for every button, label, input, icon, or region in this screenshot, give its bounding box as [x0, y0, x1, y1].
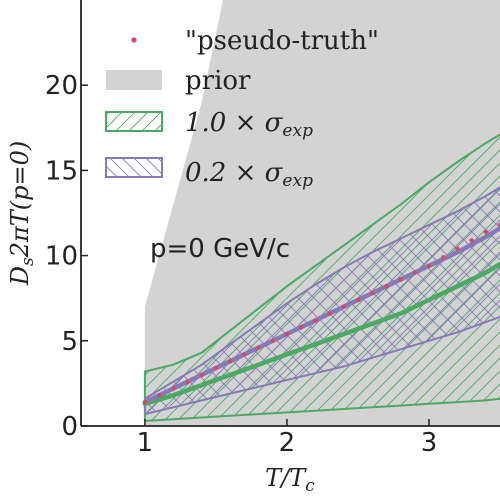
pseudo-truth-point: [441, 255, 446, 260]
pseudo-truth-point: [469, 238, 474, 243]
pseudo-truth-point: [341, 304, 346, 309]
pseudo-truth-point: [483, 229, 488, 234]
x-axis-label: T/Tc: [265, 464, 315, 496]
pseudo-truth-point: [398, 277, 403, 282]
pseudo-truth-point: [327, 311, 332, 316]
pseudo-truth-point: [355, 297, 361, 303]
legend-band-0.2-swatch: [105, 157, 163, 178]
pseudo-truth-point: [370, 290, 375, 296]
pseudo-truth-point: [242, 352, 247, 357]
plot-area: [142, 0, 500, 426]
y-tick-label: 0: [61, 412, 78, 442]
pseudo-truth-point: [299, 325, 304, 330]
legend-prior-swatch: [106, 70, 162, 90]
pseudo-truth-point: [313, 318, 318, 323]
pseudo-truth-points: [142, 222, 500, 405]
pseudo-truth-point: [426, 263, 432, 268]
band-1.0-sigma-upper-line: [143, 133, 500, 421]
band-1.0-sigma-median-line: [142, 261, 500, 407]
y-tick-label: 10: [45, 242, 78, 272]
pseudo-truth-point: [270, 338, 275, 343]
pseudo-truth-point: [199, 372, 204, 378]
x-tick-label: 2: [279, 428, 296, 458]
pseudo-truth-point: [213, 365, 219, 371]
pseudo-truth-point: [142, 399, 148, 405]
pseudo-truth-point: [455, 246, 460, 251]
y-tick-label: 20: [45, 71, 78, 101]
legend-prior-label: prior: [185, 66, 251, 96]
annotation-momentum: p=0 GeV/c: [150, 234, 290, 264]
legend-pseudo-truth-label: "pseudo-truth": [185, 26, 379, 56]
legend-band-1.0-swatch: [105, 111, 163, 132]
band-0.2-sigma-lower-line: [144, 315, 500, 416]
x-tick-label: 1: [137, 428, 154, 458]
band-1.0-sigma-lower-line: [144, 397, 500, 422]
y-tick-label: 15: [45, 156, 78, 186]
pseudo-truth-point: [497, 222, 500, 228]
pseudo-truth-point: [284, 331, 290, 337]
pseudo-truth-point: [384, 284, 389, 289]
pseudo-truth-point: [156, 393, 162, 398]
pseudo-truth-point: [412, 270, 417, 275]
axis-ticks: 1 2 3 0 5 10 15 20: [45, 71, 437, 458]
y-tick-label: 5: [61, 327, 78, 357]
x-tick-label: 3: [421, 428, 438, 458]
y-axis-label: Ds2πT(p=0): [6, 141, 38, 287]
pseudo-truth-point: [227, 359, 233, 364]
legend-pseudo-truth-marker: [131, 37, 137, 43]
pseudo-truth-point: [256, 345, 261, 350]
pseudo-truth-point: [171, 386, 176, 391]
band-0.2-sigma-upper-line: [143, 186, 500, 415]
pseudo-truth-point: [185, 379, 190, 384]
